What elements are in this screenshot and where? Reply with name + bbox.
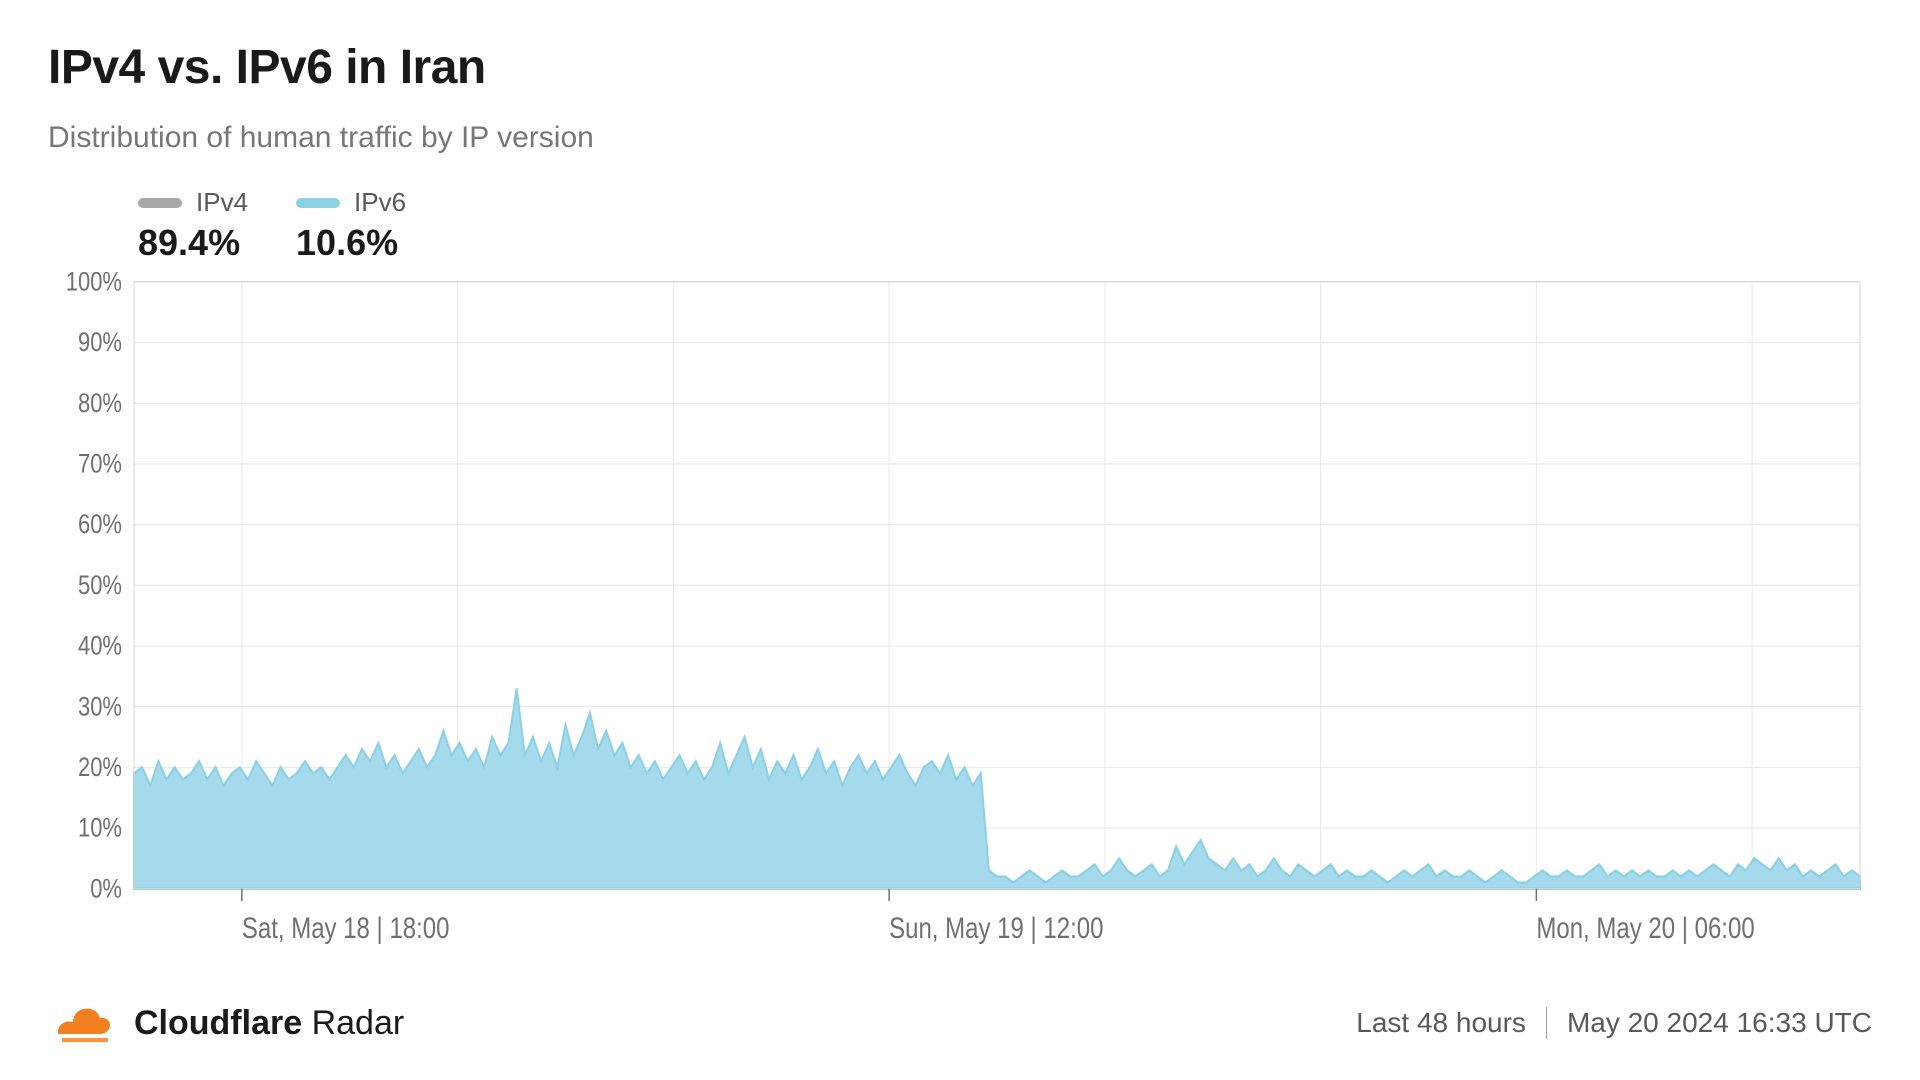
svg-text:10%: 10% <box>78 814 122 844</box>
svg-text:80%: 80% <box>78 389 122 419</box>
legend-item-ipv6: IPv6 10.6% <box>296 187 406 264</box>
chart-title: IPv4 vs. IPv6 in Iran <box>48 40 1872 95</box>
legend-value-ipv4: 89.4% <box>138 222 248 264</box>
svg-text:50%: 50% <box>78 571 122 601</box>
brand: Cloudflare Radar <box>48 1002 404 1044</box>
svg-text:70%: 70% <box>78 449 122 479</box>
legend-item-ipv4: IPv4 89.4% <box>138 187 248 264</box>
legend-label-ipv4: IPv4 <box>196 187 248 218</box>
area-chart-svg: 0% 10% 20% 30% 40% 50% 60% 70% 80% 90% 100% Sat, Ma… <box>48 272 1872 960</box>
legend-value-ipv6: 10.6% <box>296 222 406 264</box>
svg-text:Mon, May 20 | 06:00: Mon, May 20 | 06:00 <box>1536 912 1754 945</box>
timerange-label: Last 48 hours <box>1356 1007 1526 1039</box>
timestamp-label: May 20 2024 16:33 UTC <box>1567 1007 1872 1039</box>
footer: Cloudflare Radar Last 48 hours May 20 20… <box>48 990 1872 1044</box>
chart-area: 0% 10% 20% 30% 40% 50% 60% 70% 80% 90% 100% Sat, Ma… <box>48 272 1872 960</box>
legend: IPv4 89.4% IPv6 10.6% <box>48 187 1872 264</box>
svg-text:Sat, May 18 | 18:00: Sat, May 18 | 18:00 <box>242 912 450 945</box>
legend-swatch-ipv4 <box>138 198 182 208</box>
svg-text:Sun, May 19 | 12:00: Sun, May 19 | 12:00 <box>889 912 1103 945</box>
footer-right: Last 48 hours May 20 2024 16:33 UTC <box>1356 1007 1872 1039</box>
svg-text:20%: 20% <box>78 753 122 783</box>
cloudflare-logo-icon <box>48 1002 118 1044</box>
legend-label-ipv6: IPv6 <box>354 187 406 218</box>
chart-subtitle: Distribution of human traffic by IP vers… <box>48 121 1872 155</box>
svg-text:0%: 0% <box>90 874 122 904</box>
svg-text:100%: 100% <box>66 272 122 297</box>
svg-text:40%: 40% <box>78 632 122 662</box>
brand-text: Cloudflare Radar <box>134 1004 404 1043</box>
legend-swatch-ipv6 <box>296 198 340 208</box>
svg-text:30%: 30% <box>78 692 122 722</box>
svg-text:60%: 60% <box>78 510 122 540</box>
footer-divider <box>1546 1007 1547 1039</box>
svg-text:90%: 90% <box>78 328 122 358</box>
brand-bold: Cloudflare <box>134 1004 302 1042</box>
